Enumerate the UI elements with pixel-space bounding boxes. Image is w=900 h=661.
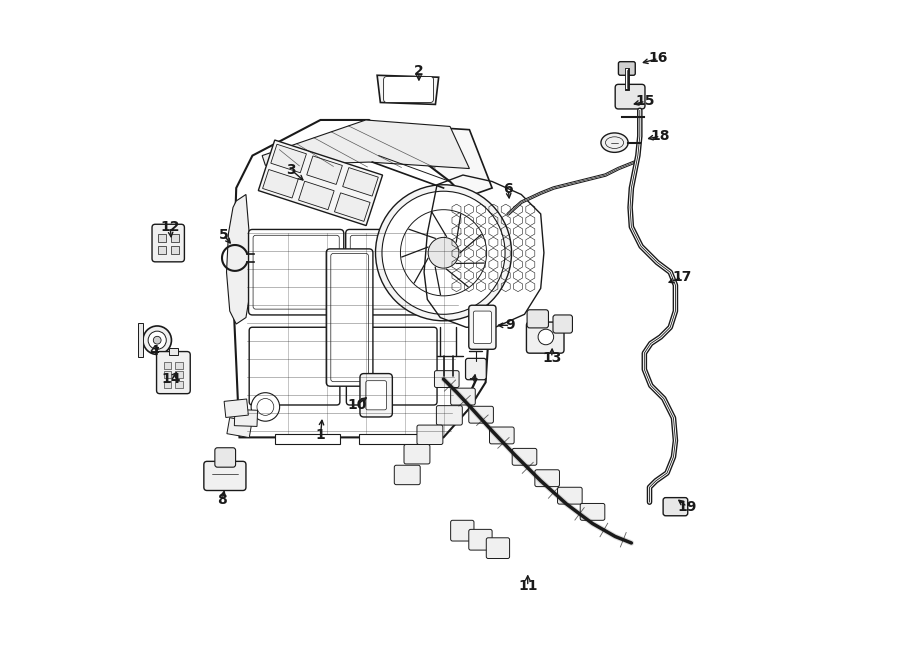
Bar: [176, 381, 183, 388]
FancyBboxPatch shape: [383, 77, 434, 102]
Bar: [158, 246, 166, 254]
Text: 15: 15: [636, 94, 655, 108]
Text: 8: 8: [217, 493, 227, 507]
Text: 3: 3: [286, 163, 296, 177]
Polygon shape: [224, 399, 248, 418]
Text: 5: 5: [219, 227, 229, 242]
Bar: [171, 234, 178, 243]
Polygon shape: [233, 120, 489, 438]
Polygon shape: [234, 409, 257, 426]
FancyBboxPatch shape: [435, 371, 459, 387]
Text: 10: 10: [347, 398, 366, 412]
FancyBboxPatch shape: [469, 529, 492, 550]
Polygon shape: [343, 168, 378, 196]
Text: 9: 9: [506, 319, 515, 332]
Circle shape: [375, 184, 511, 321]
Text: 19: 19: [678, 500, 697, 514]
Circle shape: [148, 331, 166, 349]
Text: 14: 14: [162, 372, 181, 386]
FancyBboxPatch shape: [203, 461, 246, 490]
FancyBboxPatch shape: [417, 425, 443, 444]
FancyBboxPatch shape: [404, 444, 430, 464]
FancyBboxPatch shape: [436, 406, 463, 425]
FancyBboxPatch shape: [526, 322, 564, 353]
FancyBboxPatch shape: [152, 224, 184, 262]
Bar: [176, 371, 183, 379]
Text: 11: 11: [518, 580, 537, 594]
Text: 17: 17: [672, 270, 691, 284]
FancyBboxPatch shape: [553, 315, 572, 333]
Text: 6: 6: [503, 182, 513, 196]
Bar: [138, 323, 143, 357]
Bar: [164, 381, 172, 388]
Bar: [176, 362, 183, 369]
Bar: [171, 246, 178, 254]
FancyBboxPatch shape: [618, 61, 635, 75]
Circle shape: [153, 336, 161, 344]
FancyBboxPatch shape: [394, 465, 420, 485]
FancyBboxPatch shape: [331, 253, 368, 381]
Polygon shape: [263, 169, 298, 198]
Polygon shape: [271, 144, 306, 173]
Bar: [359, 434, 424, 444]
Polygon shape: [258, 140, 382, 225]
Circle shape: [382, 191, 505, 315]
FancyBboxPatch shape: [465, 358, 486, 379]
FancyBboxPatch shape: [535, 470, 560, 486]
Text: 18: 18: [651, 129, 670, 143]
FancyBboxPatch shape: [253, 235, 339, 309]
FancyBboxPatch shape: [346, 229, 437, 315]
FancyBboxPatch shape: [215, 447, 236, 467]
Text: 2: 2: [414, 64, 424, 79]
FancyBboxPatch shape: [327, 249, 373, 386]
FancyBboxPatch shape: [527, 310, 548, 328]
FancyBboxPatch shape: [469, 305, 496, 349]
Polygon shape: [227, 418, 252, 438]
FancyBboxPatch shape: [490, 427, 514, 444]
Polygon shape: [377, 75, 438, 104]
FancyBboxPatch shape: [512, 448, 536, 465]
FancyBboxPatch shape: [616, 85, 645, 109]
FancyBboxPatch shape: [249, 327, 340, 405]
Polygon shape: [335, 193, 370, 221]
Polygon shape: [262, 120, 470, 169]
FancyBboxPatch shape: [469, 407, 493, 423]
Ellipse shape: [601, 133, 628, 153]
Text: 13: 13: [542, 351, 562, 365]
Text: 12: 12: [160, 220, 180, 234]
Text: 7: 7: [469, 377, 478, 391]
FancyBboxPatch shape: [365, 381, 386, 410]
FancyBboxPatch shape: [580, 504, 605, 520]
FancyBboxPatch shape: [451, 388, 475, 405]
Text: 4: 4: [149, 344, 158, 358]
Text: 1: 1: [316, 428, 325, 442]
FancyBboxPatch shape: [360, 373, 392, 417]
Bar: [275, 434, 340, 444]
Circle shape: [538, 329, 554, 345]
FancyBboxPatch shape: [350, 235, 433, 309]
Polygon shape: [299, 181, 334, 210]
Polygon shape: [252, 123, 492, 227]
FancyBboxPatch shape: [663, 498, 688, 516]
Bar: [164, 362, 172, 369]
FancyBboxPatch shape: [346, 327, 437, 405]
Circle shape: [251, 393, 280, 421]
Circle shape: [143, 326, 172, 354]
FancyBboxPatch shape: [473, 311, 491, 344]
Bar: [169, 348, 178, 355]
FancyBboxPatch shape: [451, 520, 474, 541]
FancyBboxPatch shape: [157, 352, 190, 394]
FancyBboxPatch shape: [486, 538, 509, 559]
Polygon shape: [307, 156, 342, 184]
Circle shape: [257, 399, 274, 415]
Bar: [158, 234, 166, 243]
Bar: [164, 371, 172, 379]
FancyBboxPatch shape: [248, 229, 344, 315]
Polygon shape: [227, 194, 252, 324]
Text: 16: 16: [649, 52, 669, 65]
Circle shape: [400, 210, 487, 296]
FancyBboxPatch shape: [557, 487, 582, 504]
Circle shape: [428, 237, 459, 268]
